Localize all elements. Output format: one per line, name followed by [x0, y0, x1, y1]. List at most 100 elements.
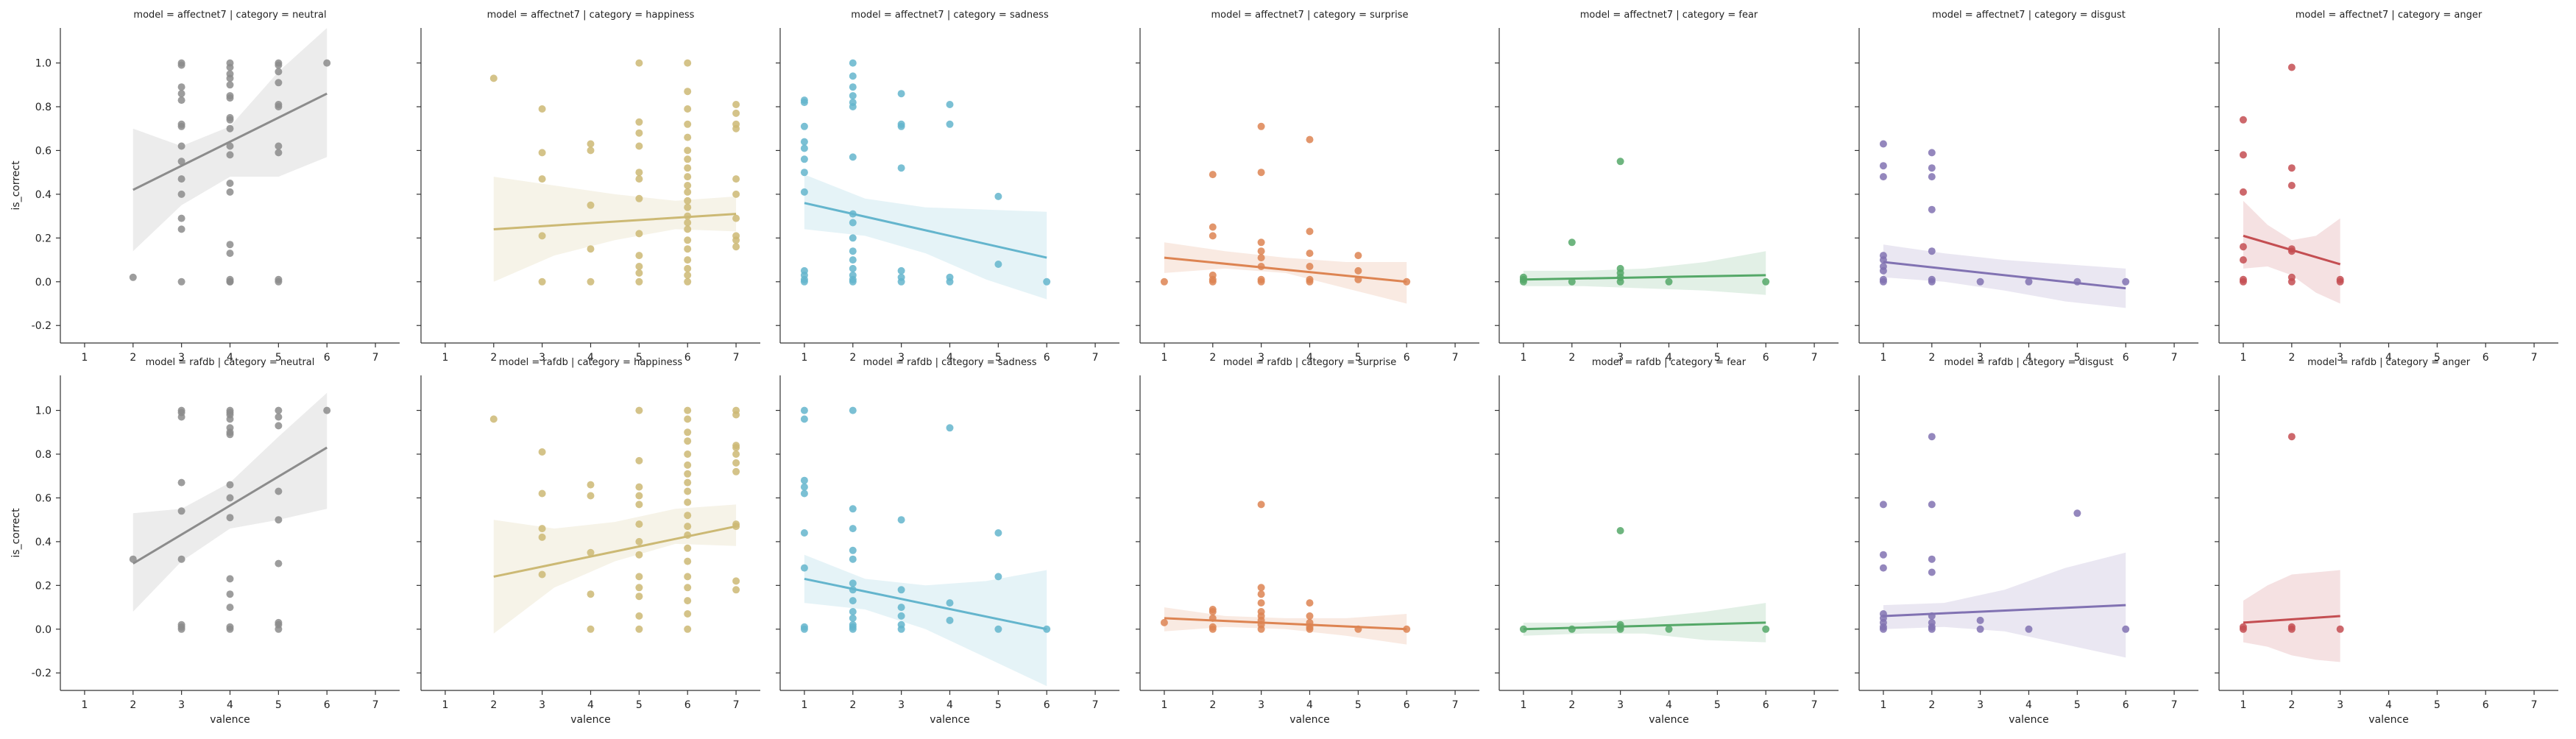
- data-point: [897, 586, 905, 594]
- data-point: [177, 555, 185, 563]
- x-tick-label: 5: [2434, 352, 2441, 364]
- data-point: [1928, 568, 1936, 576]
- x-tick-label: 2: [490, 352, 497, 364]
- x-tick-label: 7: [1092, 352, 1099, 364]
- data-point: [800, 96, 808, 105]
- data-point: [587, 201, 595, 209]
- data-point: [1257, 608, 1265, 615]
- data-point: [684, 219, 692, 227]
- regression-line: [132, 446, 328, 565]
- data-point: [1306, 227, 1314, 236]
- data-point: [177, 90, 185, 98]
- confidence-band: [1164, 242, 1407, 304]
- confidence-band: [804, 554, 1047, 687]
- regression-line: [1164, 617, 1407, 631]
- panel-title: model = rafdb | category = anger: [2307, 357, 2471, 368]
- confidence-band: [493, 504, 737, 634]
- data-point: [732, 101, 740, 108]
- data-point: [800, 483, 808, 491]
- data-point: [684, 498, 692, 506]
- data-point: [732, 450, 740, 458]
- x-tick-label: 3: [2337, 352, 2343, 364]
- data-point: [1762, 625, 1770, 633]
- facet-panel: model = rafdb | category = surprise 1 2 3 4 5…: [1136, 357, 1479, 726]
- facet-panel: model = affectnet7 | category = disgust 1…: [1855, 10, 2198, 364]
- data-point: [1568, 625, 1576, 633]
- data-point: [1879, 173, 1887, 181]
- data-point: [684, 487, 692, 495]
- data-point: [684, 271, 692, 279]
- x-tick-label: 7: [2531, 699, 2538, 711]
- x-tick-label: 6: [1044, 699, 1050, 711]
- data-point: [684, 105, 692, 113]
- data-point: [1209, 232, 1217, 240]
- x-tick-label: 6: [1404, 699, 1410, 711]
- x-tick-label: 6: [1763, 699, 1769, 711]
- data-point: [1209, 271, 1217, 279]
- facet-panel: model = rafdb | category = sadness 1 2 3 4 5 6…: [776, 357, 1119, 726]
- data-point: [275, 68, 283, 76]
- confidence-band: [2243, 570, 2340, 662]
- data-point: [635, 483, 643, 491]
- data-point: [849, 59, 857, 67]
- data-point: [226, 250, 234, 258]
- x-tick-label: 2: [2288, 352, 2295, 364]
- data-point: [538, 448, 546, 456]
- data-point: [635, 406, 643, 414]
- panel-title: model = affectnet7 | category = surprise: [1211, 10, 1409, 21]
- data-point: [177, 158, 185, 166]
- x-tick-label: 1: [442, 352, 448, 364]
- data-point: [538, 277, 546, 286]
- data-point: [1928, 149, 1936, 157]
- data-point: [1879, 564, 1887, 572]
- data-point: [226, 590, 234, 598]
- regression-line: [2243, 615, 2340, 624]
- data-point: [1879, 275, 1887, 283]
- data-point: [1209, 623, 1217, 631]
- facet-panel: model = affectnet7 | category = sadness 1…: [776, 10, 1119, 364]
- data-point: [587, 625, 595, 633]
- data-point: [538, 175, 546, 183]
- data-point: [1306, 250, 1314, 258]
- regression-line: [493, 525, 737, 578]
- data-point: [994, 529, 1002, 537]
- data-point: [226, 180, 234, 187]
- data-point: [2025, 625, 2033, 633]
- data-point: [684, 470, 692, 478]
- y-tick-label: 0.8: [35, 449, 52, 461]
- data-point: [226, 623, 234, 631]
- data-point: [1928, 205, 1936, 213]
- data-point: [732, 459, 740, 467]
- x-tick-label: 7: [372, 352, 379, 364]
- data-point: [538, 570, 546, 579]
- y-tick-label: 0.0: [35, 277, 52, 289]
- regression-line: [2243, 234, 2341, 266]
- data-point: [226, 124, 234, 132]
- data-point: [635, 520, 643, 528]
- data-point: [684, 146, 692, 155]
- x-tick-label: 2: [130, 352, 136, 364]
- regression-line: [493, 213, 737, 230]
- data-point: [684, 164, 692, 172]
- data-point: [1257, 584, 1265, 592]
- regression-line: [1164, 256, 1407, 283]
- data-point: [732, 577, 740, 585]
- data-point: [684, 173, 692, 181]
- data-point: [732, 190, 740, 198]
- data-point: [684, 450, 692, 458]
- data-point: [275, 101, 283, 108]
- data-point: [2239, 256, 2247, 264]
- x-tick-label: 4: [587, 352, 594, 364]
- data-point: [684, 277, 692, 286]
- data-point: [635, 584, 643, 592]
- x-tick-label: 7: [2531, 352, 2538, 364]
- facet-panel: model = affectnet7 | category = surprise…: [1136, 10, 1479, 364]
- data-point: [1879, 501, 1887, 509]
- x-tick-label: 3: [178, 699, 185, 711]
- data-point: [226, 575, 234, 583]
- x-tick-label: 5: [2074, 699, 2081, 711]
- x-tick-label: 4: [946, 352, 953, 364]
- data-point: [275, 142, 283, 150]
- confidence-band: [804, 174, 1047, 300]
- x-tick-label: 3: [898, 699, 905, 711]
